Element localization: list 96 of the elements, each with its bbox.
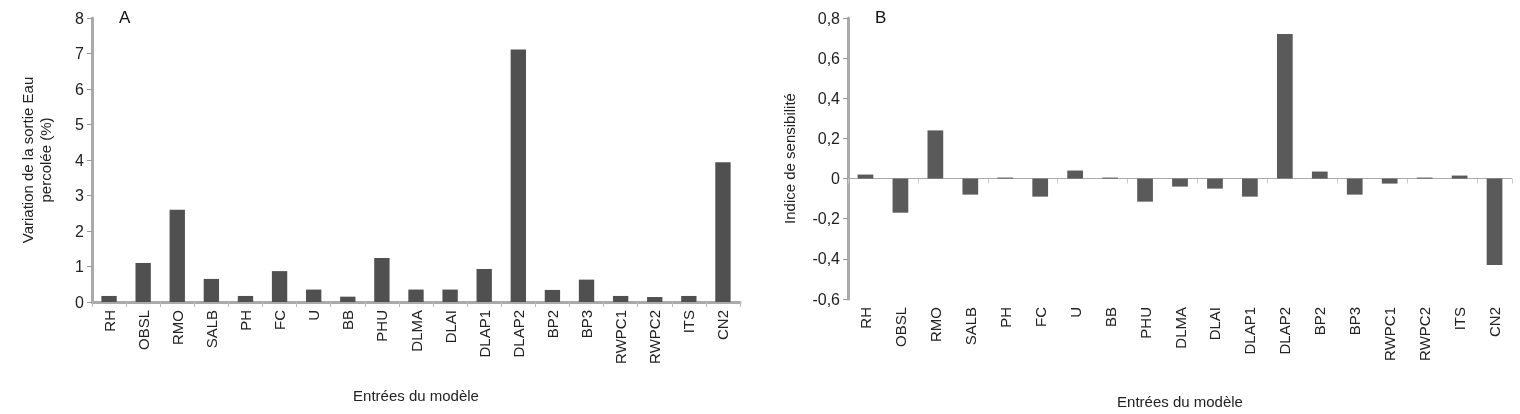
x-tick-label: ITS [680,310,698,334]
x-tick-label: FC [1031,306,1049,327]
x-tick-label: RMO [168,310,186,345]
bar [647,297,663,302]
x-tick-label: PHU [1136,307,1154,339]
y-tick-label: -0,4 [812,250,841,268]
y-tick-label: 0,6 [817,49,841,67]
x-tick-label: DLAP1 [475,310,493,358]
y-tick-label: -0,2 [812,210,841,228]
bar [101,295,117,302]
y-tick-label: 0,4 [817,89,841,107]
x-tick-label: PH [236,310,254,331]
x-tick-label: RWPC1 [612,310,630,364]
x-tick-label: FC [271,309,289,330]
y-tick-label: 3 [75,187,85,204]
bar [1486,178,1503,265]
bar [544,289,561,302]
bar [476,268,492,302]
bar [1067,170,1084,179]
y-tick-label: 0,2 [817,129,841,147]
bar [169,209,185,302]
bar [715,162,731,302]
y-tick-label: 8 [75,9,85,27]
x-tick-label: DLMA [1171,307,1189,349]
bar [203,278,220,302]
y-tick-label: 2 [75,222,85,240]
bar [1276,34,1293,179]
x-tick-label: DLAI [441,310,459,344]
bar [442,289,458,302]
x-tick-label: BB [339,310,357,331]
x-tick-label: BP2 [543,310,561,339]
x-tick-label: DLAP2 [509,310,527,358]
bar [1381,178,1398,184]
y-axis-title: Variation de la sortie Eau percolée (%) [18,76,54,244]
x-tick-label: U [1066,307,1084,318]
x-tick-label: PH [996,307,1014,328]
y-tick-label: 6 [75,80,85,98]
bar [271,271,288,302]
bar [578,279,595,302]
y-tick-label: 0 [831,170,841,188]
bar [408,289,424,302]
x-axis-title: Entrées du modèle [1117,393,1243,410]
y-axis-title: Indice de sensibilité [780,93,798,224]
bar [681,295,697,302]
x-axis-title: Entrées du modèle [353,387,479,404]
bar [1032,178,1049,197]
x-tick-label: RH [100,310,118,332]
bar [612,295,629,302]
x-tick-label: OBSL [891,307,909,348]
bar [340,296,356,302]
x-tick-label: BP3 [578,310,596,339]
bar [135,262,151,302]
bar [1172,178,1188,187]
bar [510,49,526,302]
x-tick-label: CN2 [1486,307,1504,338]
bar [857,174,874,179]
bar [306,289,322,302]
x-tick-label: BB [1101,307,1119,328]
chart-title: B [875,8,887,27]
x-tick-label: RWPC2 [1416,307,1434,361]
bar [1207,178,1223,189]
x-tick-label: BP3 [1346,307,1364,336]
y-tick-label: 0 [75,293,85,311]
x-tick-label: PHU [373,310,391,342]
x-tick-label: RH [856,307,874,329]
chart-title: A [119,8,131,27]
y-tick-label: 7 [75,45,85,62]
bar [892,178,909,213]
bar [927,130,944,179]
x-tick-label: RWPC2 [646,310,664,364]
x-tick-label: RMO [926,307,944,342]
y-tick-label: -0,6 [812,290,841,308]
x-tick-label: ITS [1451,307,1469,331]
x-tick-label: DLMA [407,310,425,352]
x-tick-label: SALB [961,307,979,346]
bar [1346,178,1363,195]
y-tick-label: 5 [75,116,85,133]
bar [374,257,390,302]
bar [962,178,979,195]
bar [1451,175,1468,179]
y-tick-label: 1 [75,258,85,275]
x-tick-label: U [305,310,323,321]
bar [1242,178,1258,197]
x-tick-label: DLAP1 [1241,307,1259,355]
y-tick-label: 0,8 [817,9,841,27]
x-tick-label: OBSL [134,310,152,351]
x-tick-label: SALB [202,310,220,349]
x-tick-label: BP2 [1311,307,1329,336]
x-tick-label: DLAP2 [1276,307,1294,355]
y-tick-label: 4 [75,151,85,169]
bar [1137,178,1153,202]
x-tick-label: CN2 [714,310,732,341]
bar [1311,171,1328,179]
x-tick-label: DLAI [1206,307,1224,341]
bar [237,295,254,302]
x-tick-label: RWPC1 [1381,307,1399,361]
